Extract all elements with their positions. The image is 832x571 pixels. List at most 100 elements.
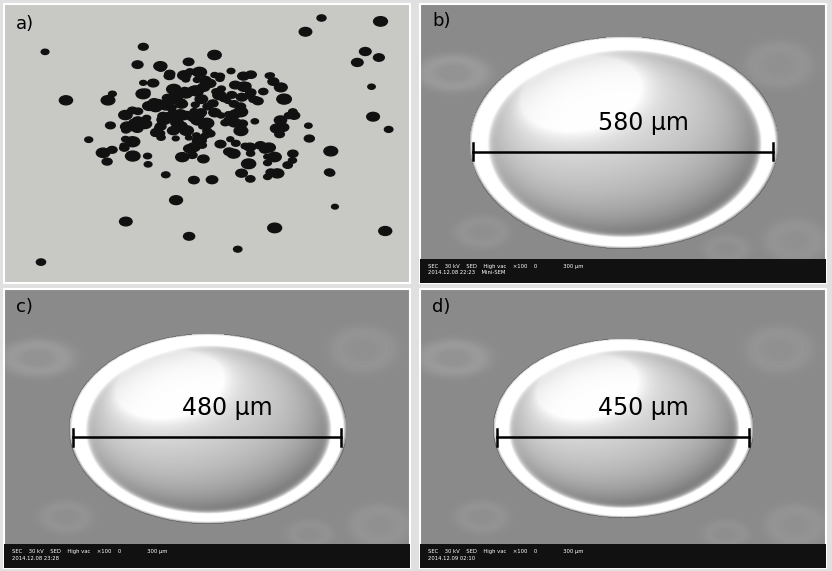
Circle shape bbox=[156, 123, 166, 130]
Circle shape bbox=[195, 95, 208, 103]
Circle shape bbox=[305, 123, 312, 128]
Circle shape bbox=[200, 118, 214, 128]
Circle shape bbox=[133, 108, 142, 114]
Circle shape bbox=[204, 79, 215, 87]
Circle shape bbox=[245, 176, 255, 182]
Text: a): a) bbox=[17, 15, 34, 33]
Circle shape bbox=[172, 136, 179, 141]
Circle shape bbox=[190, 108, 198, 114]
Circle shape bbox=[193, 142, 201, 147]
Circle shape bbox=[253, 98, 263, 104]
Circle shape bbox=[227, 91, 236, 98]
Circle shape bbox=[245, 71, 256, 78]
Circle shape bbox=[165, 112, 175, 119]
Circle shape bbox=[268, 78, 279, 85]
Circle shape bbox=[193, 133, 201, 138]
Circle shape bbox=[166, 104, 176, 111]
Circle shape bbox=[176, 152, 189, 162]
Circle shape bbox=[249, 96, 258, 102]
Circle shape bbox=[165, 70, 175, 77]
Circle shape bbox=[178, 71, 191, 80]
Circle shape bbox=[277, 94, 291, 104]
Circle shape bbox=[289, 158, 296, 163]
Circle shape bbox=[171, 116, 177, 121]
Circle shape bbox=[368, 84, 375, 89]
Circle shape bbox=[107, 147, 117, 153]
Circle shape bbox=[213, 91, 225, 100]
Circle shape bbox=[192, 67, 206, 77]
Circle shape bbox=[151, 128, 162, 136]
Circle shape bbox=[129, 119, 136, 124]
Circle shape bbox=[267, 73, 275, 78]
Circle shape bbox=[235, 169, 247, 177]
Circle shape bbox=[264, 160, 271, 166]
Circle shape bbox=[262, 143, 275, 152]
Circle shape bbox=[168, 110, 179, 117]
Text: 580 μm: 580 μm bbox=[598, 111, 689, 135]
Circle shape bbox=[158, 63, 166, 68]
Circle shape bbox=[194, 120, 201, 125]
Circle shape bbox=[205, 123, 211, 127]
Circle shape bbox=[260, 146, 270, 153]
Circle shape bbox=[182, 130, 190, 135]
Circle shape bbox=[186, 135, 192, 140]
Circle shape bbox=[126, 151, 140, 161]
Circle shape bbox=[176, 100, 185, 106]
Circle shape bbox=[235, 103, 245, 110]
Circle shape bbox=[171, 118, 183, 127]
Circle shape bbox=[268, 152, 281, 162]
Circle shape bbox=[230, 81, 240, 89]
Circle shape bbox=[203, 103, 213, 110]
Circle shape bbox=[151, 130, 160, 136]
Circle shape bbox=[283, 162, 292, 168]
Circle shape bbox=[264, 174, 271, 179]
Circle shape bbox=[138, 119, 151, 128]
Circle shape bbox=[193, 77, 201, 82]
Circle shape bbox=[259, 89, 268, 95]
Circle shape bbox=[270, 169, 284, 178]
Circle shape bbox=[379, 227, 392, 235]
Circle shape bbox=[384, 127, 393, 132]
Circle shape bbox=[206, 131, 215, 137]
Circle shape bbox=[229, 110, 240, 118]
Circle shape bbox=[144, 153, 151, 159]
Circle shape bbox=[120, 143, 127, 148]
Circle shape bbox=[121, 122, 134, 131]
Circle shape bbox=[119, 110, 132, 119]
Text: d): d) bbox=[433, 298, 451, 316]
Circle shape bbox=[170, 86, 181, 94]
Circle shape bbox=[268, 223, 281, 233]
Circle shape bbox=[159, 100, 173, 110]
Circle shape bbox=[102, 158, 112, 165]
Circle shape bbox=[198, 155, 209, 163]
Circle shape bbox=[305, 135, 314, 142]
Circle shape bbox=[270, 124, 284, 133]
Circle shape bbox=[187, 152, 197, 158]
Circle shape bbox=[374, 17, 388, 26]
Circle shape bbox=[164, 73, 175, 79]
Circle shape bbox=[275, 116, 287, 124]
Circle shape bbox=[238, 72, 249, 80]
Circle shape bbox=[237, 82, 251, 91]
Circle shape bbox=[217, 113, 225, 118]
Circle shape bbox=[265, 73, 273, 78]
Circle shape bbox=[132, 117, 144, 125]
Circle shape bbox=[156, 65, 166, 71]
Circle shape bbox=[246, 151, 255, 156]
Circle shape bbox=[167, 93, 180, 102]
Circle shape bbox=[189, 86, 204, 96]
Circle shape bbox=[230, 110, 240, 116]
Circle shape bbox=[157, 131, 165, 136]
Circle shape bbox=[234, 246, 242, 252]
Circle shape bbox=[183, 111, 191, 118]
Circle shape bbox=[140, 81, 146, 85]
Circle shape bbox=[120, 144, 129, 151]
Circle shape bbox=[102, 95, 115, 105]
Circle shape bbox=[187, 144, 198, 152]
Circle shape bbox=[231, 140, 240, 146]
Circle shape bbox=[236, 94, 247, 101]
Circle shape bbox=[289, 112, 300, 119]
Circle shape bbox=[241, 143, 250, 149]
Circle shape bbox=[225, 99, 231, 103]
Circle shape bbox=[179, 125, 188, 131]
